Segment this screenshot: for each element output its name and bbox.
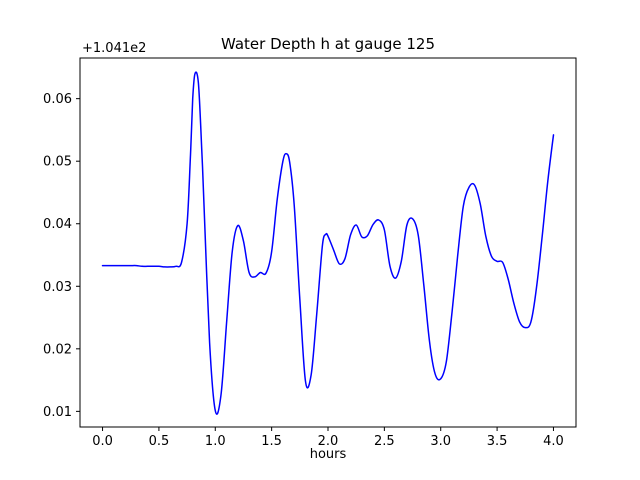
axes-spines bbox=[79, 57, 577, 428]
x-tick-label: 0.5 bbox=[149, 434, 170, 449]
line-series-water-depth-h bbox=[101, 71, 555, 415]
x-tick-label: 1.0 bbox=[205, 434, 226, 449]
x-tick-label: 4.0 bbox=[543, 434, 564, 449]
y-tick-label: 0.02 bbox=[43, 342, 72, 357]
y-tick-label: 0.06 bbox=[43, 92, 72, 107]
x-axis-label: hours bbox=[309, 447, 347, 462]
x-tick-label: 1.5 bbox=[261, 434, 282, 449]
y-tick-label: 0.05 bbox=[43, 155, 72, 170]
plot-title: Water Depth h at gauge 125 bbox=[220, 35, 436, 53]
x-tick-label: 2.5 bbox=[374, 434, 395, 449]
y-tick-label: 0.04 bbox=[43, 217, 72, 232]
y-tick-label: 0.01 bbox=[43, 405, 72, 420]
x-tick-label: 3.0 bbox=[430, 434, 451, 449]
x-tick-label: 2.0 bbox=[318, 434, 339, 449]
y-axis-offset-text: +1.041e2 bbox=[82, 41, 147, 56]
y-tick-label: 0.03 bbox=[43, 280, 72, 295]
x-tick-label: 3.5 bbox=[487, 434, 508, 449]
x-tick-label: 0.0 bbox=[92, 434, 113, 449]
